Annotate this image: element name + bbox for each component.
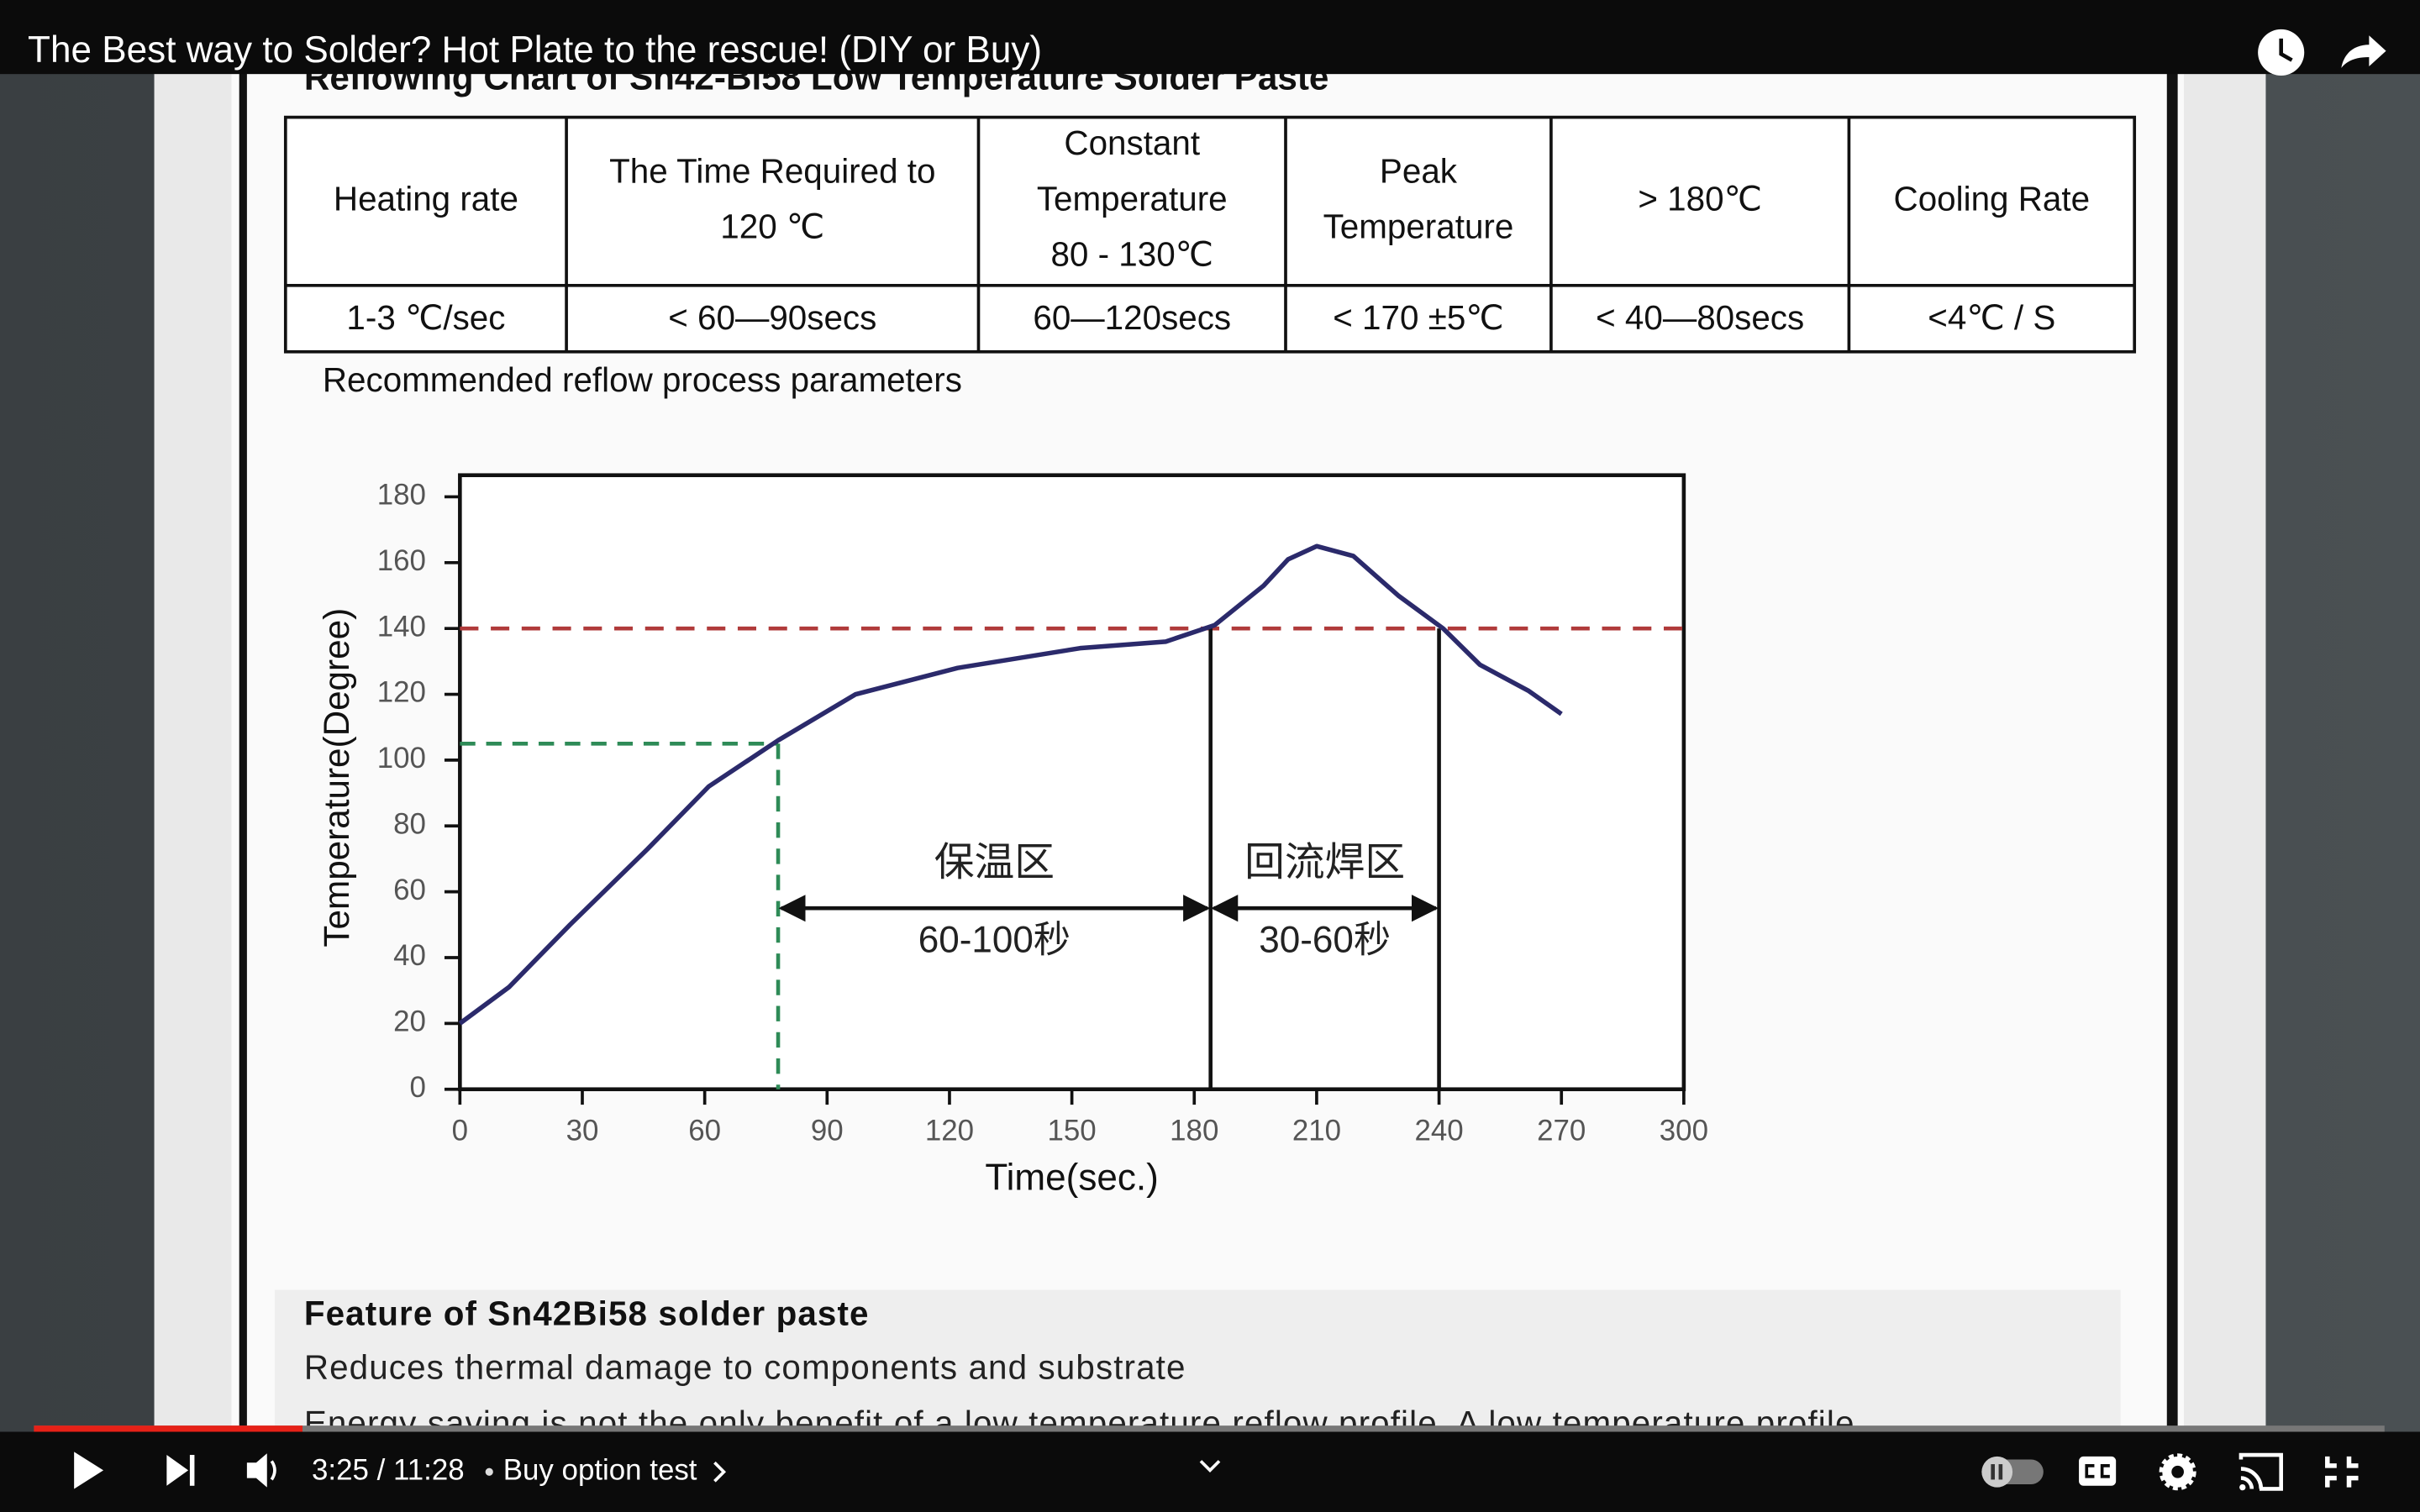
table-header: Temperature xyxy=(1323,207,1514,245)
page-shade xyxy=(2183,61,2266,1451)
x-tick-label: 0 xyxy=(452,1114,468,1147)
x-tick-label: 150 xyxy=(1048,1114,1097,1147)
page-shade xyxy=(154,61,232,1451)
cast-button[interactable] xyxy=(2238,1452,2283,1491)
x-tick-label: 180 xyxy=(1170,1114,1218,1147)
table-header: Cooling Rate xyxy=(1894,179,2091,218)
y-tick-label: 160 xyxy=(377,544,426,577)
y-tick-label: 80 xyxy=(393,807,426,840)
table-header: > 180℃ xyxy=(1638,179,1762,218)
y-tick-label: 100 xyxy=(377,742,426,774)
next-button[interactable] xyxy=(166,1455,195,1486)
temperature-curve xyxy=(458,543,1563,1026)
x-axis-label: Time(sec.) xyxy=(985,1158,1159,1199)
x-tick-label: 120 xyxy=(925,1114,974,1147)
feature-title: Feature of Sn42Bi58 solder paste xyxy=(304,1294,870,1332)
y-tick-label: 60 xyxy=(393,874,426,906)
progress-played xyxy=(34,1425,302,1432)
table-frame xyxy=(283,115,2137,354)
x-tick-label: 240 xyxy=(1414,1114,1463,1147)
time-display: 3:25 / 11:28 xyxy=(312,1453,465,1486)
x-tick-label: 30 xyxy=(566,1114,599,1147)
y-tick-label: 140 xyxy=(377,610,426,643)
video-title: The Best way to Solder? Hot Plate to the… xyxy=(28,29,1042,71)
table-cell: <4℃ / S xyxy=(1928,298,2055,337)
plot-frame xyxy=(458,473,1686,1092)
x-tick-label: 210 xyxy=(1292,1114,1341,1147)
page-border xyxy=(239,61,247,1451)
feature-text: Reduces thermal damage to components and… xyxy=(304,1348,1186,1387)
x-tick-label: 90 xyxy=(811,1114,844,1147)
table-header: Heating rate xyxy=(334,179,518,218)
settings-button[interactable] xyxy=(2159,1453,2196,1491)
reflow-chart: 0 20 40 60 80 100 120 140 160 180 0 30 60 90 120 150 180… xyxy=(317,473,1708,1199)
table-header: 120 ℃ xyxy=(720,207,824,245)
chapter-title[interactable]: Buy option test xyxy=(503,1453,697,1486)
expand-chevron[interactable] xyxy=(1199,1460,1221,1473)
volume-button[interactable] xyxy=(246,1453,276,1488)
x-tick-label: 270 xyxy=(1537,1114,1586,1147)
separator-dot xyxy=(485,1467,493,1476)
y-axis-label: Temperature(Degree) xyxy=(317,608,356,948)
table-cell: 1-3 ℃/sec xyxy=(346,298,505,337)
table-cell: < 170 ±5℃ xyxy=(1333,298,1503,337)
table-header: The Time Required to xyxy=(609,151,935,190)
table-cell: 60—120secs xyxy=(1033,298,1231,337)
y-tick-label: 0 xyxy=(410,1071,426,1104)
exit-fullscreen-button[interactable] xyxy=(2325,1456,2359,1488)
table-header: Temperature xyxy=(1037,179,1228,218)
zone-duration: 30-60秒 xyxy=(1259,919,1391,960)
progress-track[interactable] xyxy=(34,1425,2385,1432)
table-cell: < 40—80secs xyxy=(1596,298,1804,337)
y-tick-label: 120 xyxy=(377,676,426,709)
x-tick-label: 300 xyxy=(1660,1114,1708,1147)
table-cell: < 60—90secs xyxy=(668,298,876,337)
y-tick-label: 40 xyxy=(393,939,426,972)
zone-duration: 60-100秒 xyxy=(918,919,1071,960)
table-header: Peak xyxy=(1380,151,1458,190)
y-tick-label: 20 xyxy=(393,1005,426,1038)
autoplay-toggle[interactable] xyxy=(1981,1456,2044,1488)
play-button[interactable] xyxy=(74,1452,104,1489)
y-tick-label: 180 xyxy=(377,479,426,512)
table-header: Constant xyxy=(1064,123,1200,162)
zone-label: 回流焊区 xyxy=(1244,840,1405,885)
top-bar xyxy=(0,0,2420,75)
captions-button[interactable] xyxy=(2079,1456,2117,1486)
watch-later-button[interactable] xyxy=(2258,29,2305,76)
x-tick-label: 60 xyxy=(688,1114,721,1147)
table-header: 80 - 130℃ xyxy=(1050,234,1213,273)
table-caption: Recommended reflow process parameters xyxy=(323,360,962,399)
zone-label: 保温区 xyxy=(934,840,1055,885)
feature-box xyxy=(274,1289,2121,1445)
page-border xyxy=(2166,61,2178,1451)
chapter-chevron[interactable] xyxy=(713,1461,727,1483)
share-button[interactable] xyxy=(2341,35,2386,68)
